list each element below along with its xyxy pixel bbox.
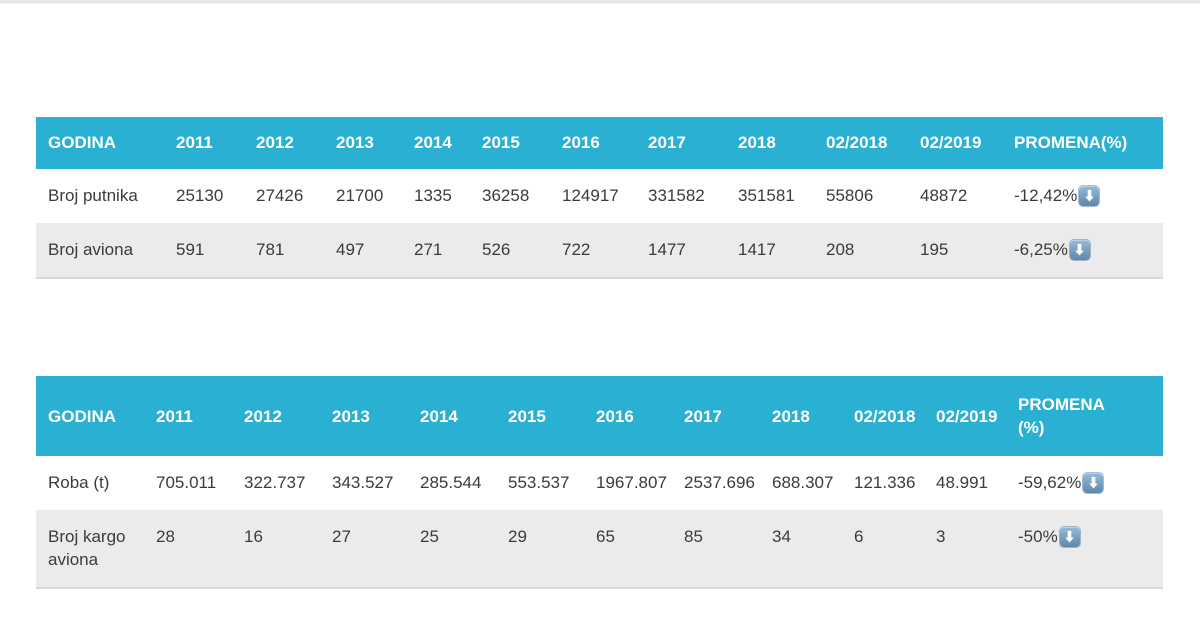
data-cell: 781 — [256, 240, 285, 259]
change-wrap: -59,62% — [1018, 471, 1104, 494]
data-cell: 29 — [508, 527, 527, 546]
down-arrow-icon — [1079, 185, 1100, 206]
cargo-stats-table: GODINA 2011 2012 2013 2014 2015 2016 2017 2018 02… — [36, 376, 1163, 589]
data-cell: 121.336 — [854, 473, 916, 492]
data-cell: 591 — [176, 240, 205, 259]
column-header: 2017 — [672, 376, 760, 456]
header-row: GODINA 2011 2012 2013 2014 2015 2016 2017 2018 02… — [36, 117, 1163, 169]
column-header: 2013 — [324, 117, 402, 169]
column-header: 2014 — [402, 117, 470, 169]
data-cell: 65 — [596, 527, 615, 546]
data-cell: 34 — [772, 527, 791, 546]
data-cell: 124917 — [562, 186, 619, 205]
column-header: 2016 — [584, 376, 672, 456]
data-cell: 1477 — [648, 240, 686, 259]
column-header: 02/2018 — [814, 117, 908, 169]
data-cell: 271 — [414, 240, 443, 259]
row-label: Broj kargo aviona — [48, 527, 126, 569]
change-value: -59,62% — [1018, 473, 1082, 492]
data-cell: 331582 — [648, 186, 705, 205]
change-wrap: -12,42% — [1014, 184, 1100, 207]
column-header: 2012 — [244, 117, 324, 169]
data-cell: 21700 — [336, 186, 384, 205]
change-wrap: -50% — [1018, 525, 1080, 548]
data-cell: 3 — [936, 527, 946, 546]
data-cell: 48872 — [920, 186, 968, 205]
row-label: Broj aviona — [48, 240, 134, 259]
data-cell: 27426 — [256, 186, 304, 205]
passenger-aircraft-stats-table: GODINA 2011 2012 2013 2014 2015 2016 2017 2018 02… — [36, 117, 1163, 279]
column-header: 02/2019 — [924, 376, 1006, 456]
data-cell: 6 — [854, 527, 864, 546]
data-cell: 195 — [920, 240, 949, 259]
column-header: 2011 — [144, 376, 232, 456]
change-cell: -50% — [1006, 510, 1163, 588]
data-cell: 16 — [244, 527, 263, 546]
column-header: 2015 — [470, 117, 550, 169]
column-header: 2014 — [408, 376, 496, 456]
column-header: 2017 — [636, 117, 726, 169]
down-arrow-icon — [1083, 472, 1104, 493]
column-header: 2018 — [760, 376, 842, 456]
data-cell: 722 — [562, 240, 591, 259]
data-cell: 1967.807 — [596, 473, 667, 492]
data-cell: 28 — [156, 527, 175, 546]
data-cell: 322.737 — [244, 473, 306, 492]
data-cell: 25130 — [176, 186, 224, 205]
data-cell: 497 — [336, 240, 365, 259]
data-cell: 705.011 — [156, 473, 217, 492]
down-arrow-icon — [1059, 526, 1080, 547]
data-cell: 526 — [482, 240, 511, 259]
data-cell: 25 — [420, 527, 439, 546]
table-row: Broj kargo aviona 28 16 27 25 29 65 85 34 6 3 -50% — [36, 510, 1163, 588]
data-cell: 36258 — [482, 186, 530, 205]
row-label: Broj putnika — [48, 186, 138, 205]
data-cell: 688.307 — [772, 473, 834, 492]
data-cell: 553.537 — [508, 473, 570, 492]
row-label: Roba (t) — [48, 473, 110, 492]
data-cell: 48.991 — [936, 473, 988, 492]
column-header: PROMENA(%) — [1002, 117, 1163, 169]
change-value: -6,25% — [1014, 240, 1068, 259]
table-row: Broj putnika 25130 27426 21700 1335 36258 1249… — [36, 169, 1163, 223]
column-header: 2011 — [164, 117, 244, 169]
table-row: Broj aviona 591 781 497 271 526 722 1477 1417 208… — [36, 223, 1163, 278]
statistics-content: GODINA 2011 2012 2013 2014 2015 2016 2017 2018 02… — [0, 117, 1200, 589]
down-arrow-icon — [1069, 239, 1090, 260]
data-cell: 343.527 — [332, 473, 394, 492]
header-row: GODINA 2011 2012 2013 2014 2015 2016 2017 2018 02… — [36, 376, 1163, 456]
data-cell: 55806 — [826, 186, 874, 205]
change-wrap: -6,25% — [1014, 238, 1090, 261]
top-divider — [0, 0, 1200, 4]
column-header: GODINA — [36, 117, 164, 169]
data-cell: 208 — [826, 240, 855, 259]
change-cell: -59,62% — [1006, 456, 1163, 510]
data-cell: 285.544 — [420, 473, 482, 492]
column-header: GODINA — [36, 376, 144, 456]
column-header: 2015 — [496, 376, 584, 456]
column-header: 02/2019 — [908, 117, 1002, 169]
table-row: Roba (t) 705.011 322.737 343.527 285.544 553.… — [36, 456, 1163, 510]
data-cell: 1335 — [414, 186, 452, 205]
data-cell: 27 — [332, 527, 351, 546]
change-value: -12,42% — [1014, 186, 1078, 205]
change-cell: -12,42% — [1002, 169, 1163, 223]
change-cell: -6,25% — [1002, 223, 1163, 278]
data-cell: 2537.696 — [684, 473, 755, 492]
column-header: 2013 — [320, 376, 408, 456]
column-header: 2018 — [726, 117, 814, 169]
column-header: 2016 — [550, 117, 636, 169]
change-value: -50% — [1018, 527, 1058, 546]
column-header: PROMENA (%) — [1006, 376, 1163, 456]
column-header: 02/2018 — [842, 376, 924, 456]
data-cell: 351581 — [738, 186, 795, 205]
data-cell: 1417 — [738, 240, 776, 259]
data-cell: 85 — [684, 527, 703, 546]
column-header: 2012 — [232, 376, 320, 456]
